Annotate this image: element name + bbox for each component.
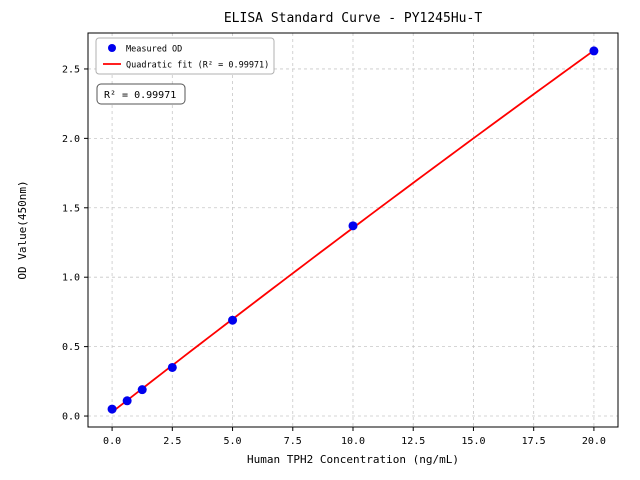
x-tick-label: 15.0	[461, 436, 485, 447]
legend-box	[95, 37, 275, 75]
annotation-text: R² = 0.99971	[104, 90, 176, 101]
y-axis-label: OD Value(450nm)	[16, 180, 29, 279]
y-tick-label: 1.0	[62, 273, 80, 284]
legend: Measured OD Quadratic fit (R² = 0.99971)	[95, 37, 275, 75]
chart-title: ELISA Standard Curve - PY1245Hu-T	[224, 11, 482, 26]
data-point	[228, 315, 238, 325]
x-tick-label: 12.5	[401, 436, 425, 447]
y-tick-label: 2.0	[62, 134, 80, 145]
y-tick-label: 0.5	[62, 342, 80, 353]
x-tick-label: 17.5	[522, 436, 546, 447]
y-tick-label: 1.5	[62, 203, 80, 214]
data-point	[167, 362, 177, 372]
annotation-box	[96, 83, 186, 105]
x-tick-label: 20.0	[582, 436, 606, 447]
x-tick-label: 2.5	[163, 436, 181, 447]
legend-label-measured: Measured OD	[126, 45, 182, 55]
data-point	[589, 46, 599, 56]
data-point	[107, 404, 117, 414]
x-tick-label: 10.0	[341, 436, 365, 447]
legend-marker-dot	[108, 44, 116, 52]
y-tick-label: 2.5	[62, 64, 80, 75]
legend-label-fit: Quadratic fit (R² = 0.99971)	[126, 61, 269, 71]
data-point	[122, 396, 132, 406]
grid	[88, 33, 618, 427]
x-tick-label: 0.0	[103, 436, 121, 447]
y-axis: 0.0 0.5 1.0 1.5 2.0 2.5	[62, 64, 88, 423]
measured-points	[107, 46, 599, 414]
r-squared-annotation: R² = 0.99971	[96, 83, 186, 105]
data-point	[137, 385, 147, 395]
data-point	[348, 221, 358, 231]
x-tick-label: 5.0	[224, 436, 242, 447]
x-tick-label: 7.5	[284, 436, 302, 447]
y-tick-label: 0.0	[62, 412, 80, 423]
x-axis: 0.0 2.5 5.0 7.5 10.0 12.5 15.0 17.5 20.0	[103, 427, 606, 447]
x-axis-label: Human TPH2 Concentration (ng/mL)	[247, 453, 459, 466]
